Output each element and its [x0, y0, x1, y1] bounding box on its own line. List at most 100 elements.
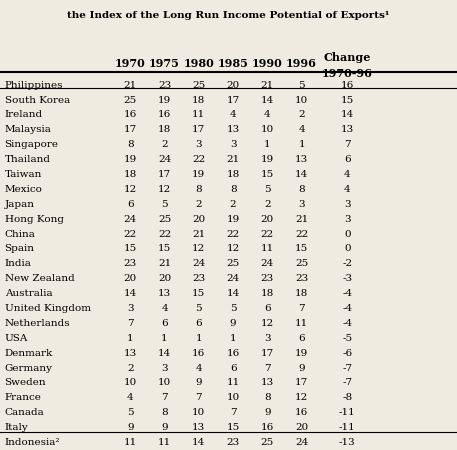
Text: 3: 3 — [161, 364, 168, 373]
Text: South Korea: South Korea — [5, 95, 70, 104]
Text: 12: 12 — [227, 244, 239, 253]
Text: -4: -4 — [342, 289, 352, 298]
Text: 11: 11 — [227, 378, 239, 387]
Text: Philippines: Philippines — [5, 81, 63, 90]
Text: 19: 19 — [192, 170, 205, 179]
Text: -11: -11 — [339, 423, 356, 432]
Text: 5: 5 — [264, 185, 271, 194]
Text: 12: 12 — [261, 319, 274, 328]
Text: 4: 4 — [344, 170, 351, 179]
Text: 23: 23 — [158, 81, 171, 90]
Text: 22: 22 — [295, 230, 308, 238]
Text: 16: 16 — [227, 349, 239, 358]
Text: 14: 14 — [192, 438, 205, 447]
Text: 13: 13 — [341, 126, 354, 135]
Text: 22: 22 — [261, 230, 274, 238]
Text: 14: 14 — [261, 95, 274, 104]
Text: 3: 3 — [344, 215, 351, 224]
Text: 11: 11 — [295, 319, 308, 328]
Text: 4: 4 — [127, 393, 133, 402]
Text: 7: 7 — [127, 319, 133, 328]
Text: 6: 6 — [298, 334, 305, 343]
Text: 10: 10 — [124, 378, 137, 387]
Text: 15: 15 — [192, 289, 205, 298]
Text: 1: 1 — [196, 334, 202, 343]
Text: 19: 19 — [158, 95, 171, 104]
Text: 18: 18 — [124, 170, 137, 179]
Text: 5: 5 — [230, 304, 236, 313]
Text: 13: 13 — [158, 289, 171, 298]
Text: 16: 16 — [158, 111, 171, 120]
Text: 3: 3 — [230, 140, 236, 149]
Text: 8: 8 — [196, 185, 202, 194]
Text: 24: 24 — [124, 215, 137, 224]
Text: 1: 1 — [161, 334, 168, 343]
Text: 4: 4 — [264, 111, 271, 120]
Text: 24: 24 — [227, 274, 239, 283]
Text: 25: 25 — [158, 215, 171, 224]
Text: 3: 3 — [196, 140, 202, 149]
Text: Italy: Italy — [5, 423, 28, 432]
Text: 7: 7 — [196, 393, 202, 402]
Text: 1970: 1970 — [115, 58, 146, 69]
Text: Thailand: Thailand — [5, 155, 51, 164]
Text: 17: 17 — [295, 378, 308, 387]
Text: 1980: 1980 — [183, 58, 214, 69]
Text: 8: 8 — [161, 408, 168, 417]
Text: 20: 20 — [124, 274, 137, 283]
Text: 1: 1 — [264, 140, 271, 149]
Text: -7: -7 — [342, 364, 352, 373]
Text: 12: 12 — [295, 393, 308, 402]
Text: 8: 8 — [230, 185, 236, 194]
Text: 3: 3 — [298, 200, 305, 209]
Text: -3: -3 — [342, 274, 352, 283]
Text: 16: 16 — [192, 349, 205, 358]
Text: India: India — [5, 259, 32, 268]
Text: 16: 16 — [124, 111, 137, 120]
Text: 4: 4 — [196, 364, 202, 373]
Text: 13: 13 — [295, 155, 308, 164]
Text: 14: 14 — [295, 170, 308, 179]
Text: 20: 20 — [192, 215, 205, 224]
Text: 25: 25 — [192, 81, 205, 90]
Text: 18: 18 — [158, 126, 171, 135]
Text: USA: USA — [5, 334, 28, 343]
Text: 24: 24 — [192, 259, 205, 268]
Text: 13: 13 — [124, 349, 137, 358]
Text: 9: 9 — [127, 423, 133, 432]
Text: 2: 2 — [161, 140, 168, 149]
Text: 21: 21 — [158, 259, 171, 268]
Text: 4: 4 — [230, 111, 236, 120]
Text: 22: 22 — [192, 155, 205, 164]
Text: Australia: Australia — [5, 289, 52, 298]
Text: 16: 16 — [295, 408, 308, 417]
Text: 24: 24 — [295, 438, 308, 447]
Text: 18: 18 — [261, 289, 274, 298]
Text: 17: 17 — [261, 349, 274, 358]
Text: 6: 6 — [264, 304, 271, 313]
Text: 12: 12 — [192, 244, 205, 253]
Text: 13: 13 — [192, 423, 205, 432]
Text: 1: 1 — [127, 334, 133, 343]
Text: -11: -11 — [339, 408, 356, 417]
Text: 8: 8 — [127, 140, 133, 149]
Text: 15: 15 — [295, 244, 308, 253]
Text: 25: 25 — [295, 259, 308, 268]
Text: 11: 11 — [192, 111, 205, 120]
Text: 1970-96: 1970-96 — [322, 68, 373, 79]
Text: 14: 14 — [227, 289, 239, 298]
Text: 3: 3 — [344, 200, 351, 209]
Text: 5: 5 — [196, 304, 202, 313]
Text: 22: 22 — [227, 230, 239, 238]
Text: 24: 24 — [158, 155, 171, 164]
Text: 23: 23 — [124, 259, 137, 268]
Text: Sweden: Sweden — [5, 378, 46, 387]
Text: -2: -2 — [342, 259, 352, 268]
Text: Change: Change — [324, 53, 371, 63]
Text: 7: 7 — [344, 140, 351, 149]
Text: 2: 2 — [196, 200, 202, 209]
Text: Japan: Japan — [5, 200, 35, 209]
Text: Germany: Germany — [5, 364, 53, 373]
Text: Malaysia: Malaysia — [5, 126, 52, 135]
Text: 25: 25 — [261, 438, 274, 447]
